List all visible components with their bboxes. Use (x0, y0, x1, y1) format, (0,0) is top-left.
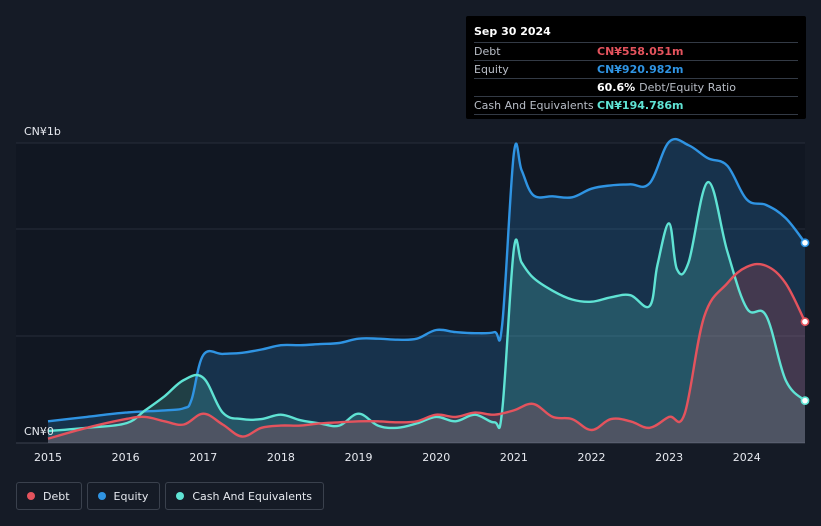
tooltip-equity-value: CN¥920.982m (597, 63, 684, 76)
tooltip-cash-label: Cash And Equivalents (474, 99, 594, 112)
chart-legend: Debt Equity Cash And Equivalents (16, 482, 329, 510)
legend-item-debt[interactable]: Debt (16, 482, 82, 510)
endpoint-debt (800, 317, 810, 327)
area-equity (48, 139, 805, 443)
legend-dot-debt (27, 492, 35, 500)
x-axis-labels: 2015 2016 2017 2018 2019 2020 2021 2022 2023 2024 (34, 451, 761, 464)
data-tooltip: Sep 30 2024 Debt CN¥558.051m Equity CN¥9… (466, 16, 806, 119)
x-tick-label: 2019 (345, 451, 373, 464)
x-tick-label: 2018 (267, 451, 295, 464)
tooltip-cash-value: CN¥194.786m (597, 99, 684, 112)
series-lines (47, 137, 807, 440)
tooltip-ratio-value: 60.6% Debt/Equity Ratio (597, 79, 736, 96)
tooltip-row-debt: Debt CN¥558.051m (474, 42, 798, 60)
x-tick-label: 2015 (34, 451, 62, 464)
plot-background (16, 143, 805, 443)
y-tick-label: CN¥0 (24, 425, 54, 438)
tooltip-row-ratio: 60.6% Debt/Equity Ratio (474, 78, 798, 96)
tooltip-ratio-label (474, 79, 597, 96)
tooltip-row-equity: Equity CN¥920.982m (474, 60, 798, 78)
endpoint-cash (800, 396, 810, 406)
y-axis-labels: CN¥1b CN¥0 (24, 125, 61, 438)
y-tick-label: CN¥1b (24, 125, 61, 138)
area-cash (48, 182, 805, 443)
x-tick-label: 2021 (500, 451, 528, 464)
tooltip-row-cash: Cash And Equivalents CN¥194.786m (474, 96, 798, 115)
x-tick-label: 2023 (655, 451, 683, 464)
tooltip-equity-label: Equity (474, 63, 509, 76)
x-tick-label: 2017 (189, 451, 217, 464)
line-equity (47, 137, 806, 423)
tooltip-ratio-number: 60.6% (597, 81, 636, 94)
legend-dot-cash (176, 492, 185, 500)
legend-dot-equity (97, 492, 106, 500)
tooltip-date: Sep 30 2024 (474, 25, 551, 38)
legend-item-equity[interactable]: Equity (86, 482, 161, 510)
tooltip-ratio-caption: Debt/Equity Ratio (639, 81, 736, 94)
line-cash (47, 180, 806, 433)
legend-label-debt: Debt (43, 489, 70, 503)
tooltip-debt-value: CN¥558.051m (597, 45, 684, 58)
legend-label-equity: Equity (113, 489, 149, 503)
x-tick-label: 2016 (112, 451, 140, 464)
grid-lines (16, 142, 805, 444)
x-tick-label: 2020 (422, 451, 450, 464)
x-tick-label: 2024 (733, 451, 761, 464)
tooltip-debt-label: Debt (474, 45, 501, 58)
legend-item-cash[interactable]: Cash And Equivalents (165, 482, 324, 510)
x-tick-label: 2022 (577, 451, 605, 464)
legend-label-cash: Cash And Equivalents (192, 489, 312, 503)
line-debt (47, 262, 807, 440)
endpoint-equity (800, 238, 810, 248)
series-endpoints (800, 238, 810, 406)
